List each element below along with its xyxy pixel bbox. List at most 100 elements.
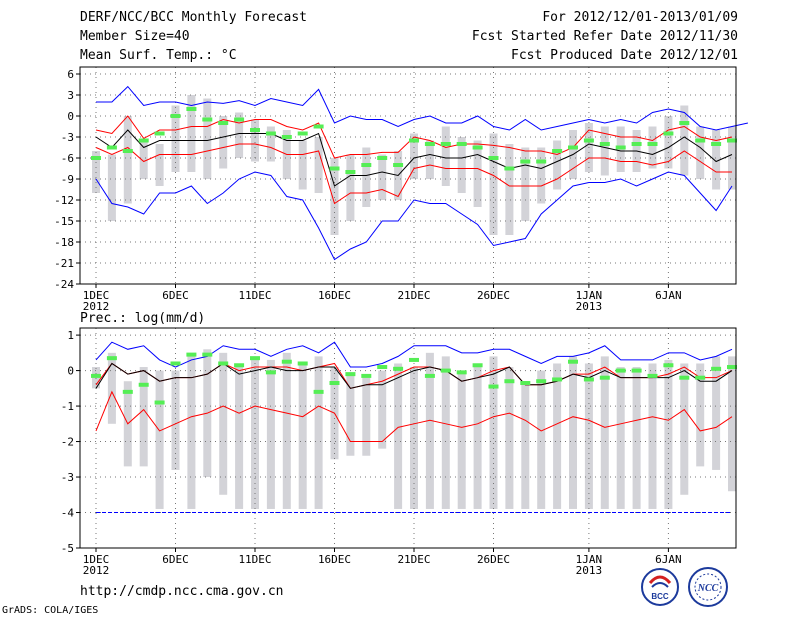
precipitation-box-day-24 bbox=[457, 370, 466, 509]
precipitation-ytick-label: -4 bbox=[61, 507, 75, 520]
precipitation-box-day-17 bbox=[346, 374, 355, 456]
temperature-median-day-19 bbox=[377, 156, 388, 160]
precipitation-panel bbox=[76, 327, 737, 552]
precipitation-ytick-label: -2 bbox=[61, 436, 74, 449]
temperature-median-day-25 bbox=[472, 145, 483, 150]
temperature-box-day-3 bbox=[123, 116, 132, 204]
temperature-box-day-15 bbox=[314, 137, 323, 193]
temperature-year-label: 2012 bbox=[83, 300, 110, 313]
precipitation-box-day-6 bbox=[171, 370, 180, 470]
precipitation-box-day-32 bbox=[584, 363, 593, 509]
temperature-box-day-8 bbox=[203, 98, 212, 179]
precipitation-year-label: 2012 bbox=[83, 564, 110, 577]
precipitation-box-day-30 bbox=[553, 363, 562, 509]
temperature-median-day-11 bbox=[250, 128, 260, 132]
precipitation-median-day-30 bbox=[552, 377, 563, 382]
started-refer-date: Fcst Started Refer Date 2012/11/30 bbox=[471, 29, 738, 44]
temperature-median-day-37 bbox=[663, 131, 674, 136]
precipitation-ytick-label: -5 bbox=[61, 542, 74, 555]
precipitation-median-day-23 bbox=[440, 368, 451, 373]
temperature-median-day-15 bbox=[313, 124, 324, 129]
precipitation-median-day-28 bbox=[520, 381, 531, 385]
temperature-ytick-label: -18 bbox=[54, 236, 74, 249]
temperature-median-day-21 bbox=[409, 138, 419, 143]
temperature-median-day-14 bbox=[297, 131, 308, 136]
temperature-median-day-2 bbox=[106, 145, 117, 150]
precipitation-median-day-24 bbox=[456, 370, 467, 375]
temperature-xtick-label: 6DEC bbox=[162, 289, 189, 302]
precipitation-median-day-13 bbox=[281, 359, 292, 364]
precipitation-box-day-27 bbox=[505, 367, 514, 509]
temperature-box-day-40 bbox=[712, 130, 721, 190]
precipitation-median-day-38 bbox=[679, 375, 690, 380]
source-url[interactable]: http://cmdp.ncc.cma.gov.cn bbox=[80, 584, 284, 599]
precipitation-ytick-label: 0 bbox=[67, 365, 74, 378]
precipitation-median-day-36 bbox=[647, 373, 658, 378]
precipitation-median-day-41 bbox=[727, 365, 737, 370]
precipitation-median-day-27 bbox=[504, 379, 515, 384]
temperature-lower-quantile-line bbox=[95, 143, 732, 205]
precipitation-ytick-label: -1 bbox=[61, 400, 74, 413]
precipitation-box-day-39 bbox=[696, 363, 705, 467]
precipitation-xtick-label: 1JAN bbox=[576, 553, 603, 566]
precipitation-box-day-2 bbox=[107, 352, 116, 424]
temperature-box-day-39 bbox=[696, 126, 705, 179]
temperature-box-day-12 bbox=[266, 126, 275, 162]
precipitation-lower-quantile-line bbox=[95, 390, 733, 443]
temperature-box-day-7 bbox=[187, 95, 196, 172]
temperature-median-day-39 bbox=[695, 138, 706, 143]
temperature-median-day-17 bbox=[345, 170, 356, 174]
precipitation-box-day-40 bbox=[712, 356, 721, 470]
temperature-median-day-27 bbox=[504, 166, 515, 171]
precipitation-median-day-25 bbox=[472, 363, 483, 368]
precipitation-box-day-7 bbox=[187, 352, 196, 509]
temperature-median-day-9 bbox=[218, 121, 229, 125]
temperature-median-day-34 bbox=[615, 145, 626, 150]
temperature-box-day-9 bbox=[219, 116, 228, 169]
precipitation-ytick-label: 1 bbox=[67, 329, 74, 342]
temperature-ytick-label: -24 bbox=[54, 278, 74, 291]
temperature-box-day-19 bbox=[378, 154, 387, 200]
precipitation-box-day-12 bbox=[266, 359, 275, 509]
temperature-median-day-3 bbox=[122, 149, 133, 153]
temperature-box-day-14 bbox=[298, 140, 307, 190]
temperature-median-day-41 bbox=[727, 138, 737, 143]
temperature-median-day-38 bbox=[679, 121, 690, 125]
chart-title: DERF/NCC/BCC Monthly Forecast bbox=[80, 10, 307, 25]
precipitation-mean-line bbox=[95, 362, 733, 389]
precipitation-median-day-7 bbox=[186, 352, 197, 357]
temperature-box-day-33 bbox=[600, 126, 609, 176]
precipitation-box-day-19 bbox=[378, 370, 387, 449]
temperature-frame bbox=[79, 66, 737, 285]
temperature-xtick-label: 6JAN bbox=[655, 289, 682, 302]
temperature-xtick-label: 1DEC bbox=[83, 289, 110, 302]
temperature-ytick-label: -21 bbox=[54, 257, 74, 270]
precipitation-box-day-4 bbox=[139, 367, 148, 467]
precipitation-median-day-31 bbox=[568, 359, 578, 364]
temperature-median-day-13 bbox=[281, 135, 292, 139]
precipitation-box-day-11 bbox=[251, 356, 259, 509]
temperature-box-day-10 bbox=[235, 112, 244, 158]
temperature-median-day-23 bbox=[440, 142, 451, 146]
temperature-box-day-5 bbox=[155, 144, 164, 186]
precipitation-median-day-39 bbox=[695, 375, 706, 380]
temperature-ytick-label: 6 bbox=[67, 68, 74, 81]
temperature-median-day-5 bbox=[154, 131, 165, 136]
temperature-box-day-21 bbox=[410, 133, 418, 179]
precipitation-box-day-25 bbox=[473, 363, 482, 509]
bcc-logo-text: BCC bbox=[651, 592, 669, 601]
precipitation-median-day-40 bbox=[711, 366, 722, 371]
temperature-box-day-17 bbox=[346, 154, 355, 221]
variable-label: Mean Surf. Temp.: °C bbox=[80, 48, 237, 63]
temperature-ytick-label: -12 bbox=[54, 194, 74, 207]
precipitation-median-day-33 bbox=[599, 375, 610, 380]
precipitation-median-day-1 bbox=[91, 373, 101, 378]
temperature-median-day-16 bbox=[329, 166, 340, 171]
precipitation-box-day-13 bbox=[282, 352, 291, 509]
precipitation-xtick-label: 6DEC bbox=[162, 553, 189, 566]
temperature-box-day-24 bbox=[457, 137, 466, 193]
temperature-box-day-23 bbox=[441, 126, 450, 186]
temperature-box-day-26 bbox=[489, 133, 498, 235]
temperature-median-day-31 bbox=[568, 145, 578, 150]
precipitation-median-day-10 bbox=[234, 363, 245, 368]
